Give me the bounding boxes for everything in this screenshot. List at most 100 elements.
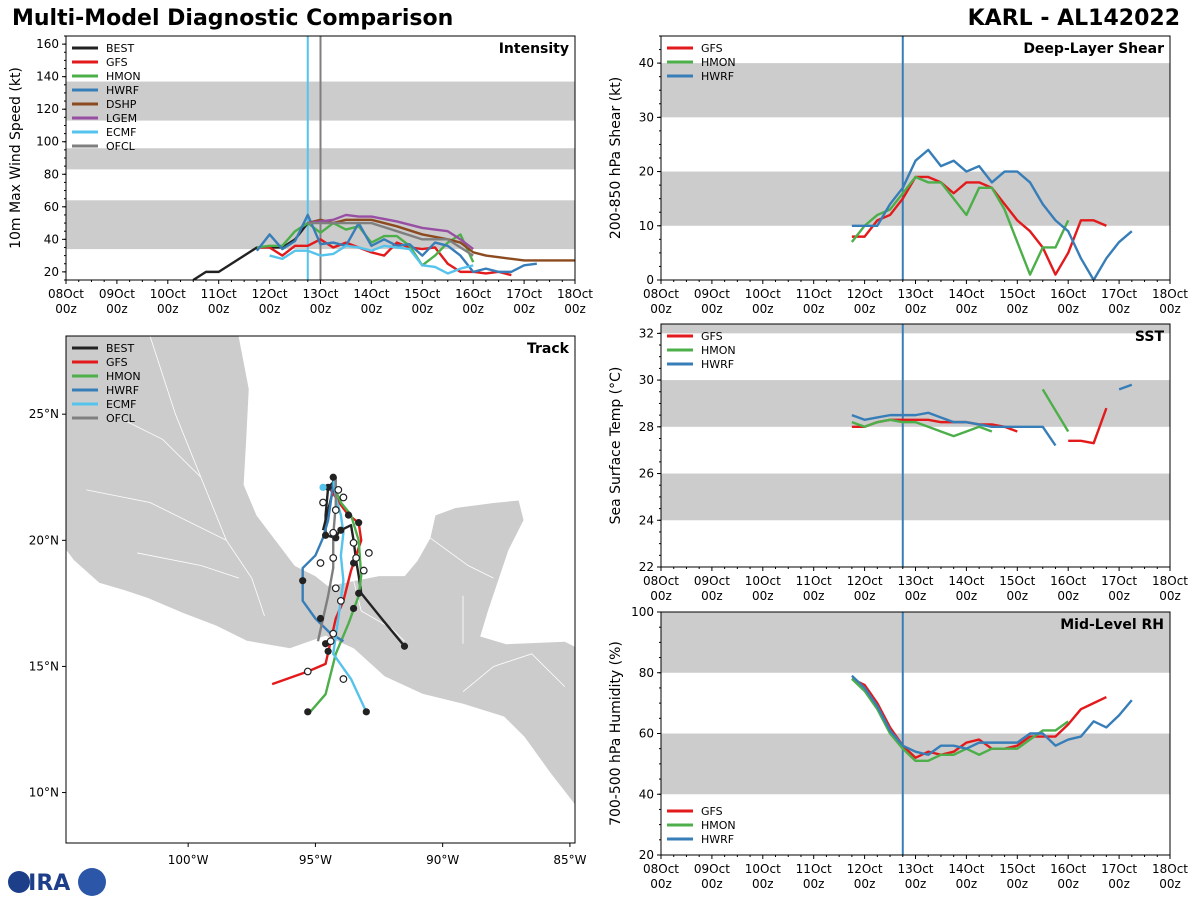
x-tick-sublabel-3: 00z — [803, 589, 825, 603]
sst-panel: 22242628303208Oct00z09Oct00z10Oct00z11Oc… — [608, 323, 1188, 603]
legend-label-hmon: HMON — [701, 819, 736, 832]
x-tick-label-4: 12Oct — [252, 287, 288, 301]
x-tick-sublabel-9: 00z — [513, 302, 535, 316]
y-tick-label-2: 60 — [639, 727, 654, 741]
series-line-hmon-2 — [851, 418, 993, 438]
x-tick-label-2: 10Oct — [745, 862, 781, 876]
panel-title: Track — [527, 341, 570, 357]
x-tick-sublabel-2: 00z — [157, 302, 179, 316]
cira-logo-text: CIRA — [12, 871, 70, 896]
legend-label-best: BEST — [106, 342, 134, 355]
x-tick-label-6: 14Oct — [948, 287, 984, 301]
shaded-band-2 — [661, 324, 1170, 334]
x-tick-label-3: 11Oct — [796, 862, 832, 876]
legend-label-best: BEST — [106, 42, 134, 55]
track-marker-open-3 — [331, 506, 340, 514]
series-line-gfs-1 — [256, 238, 512, 277]
y-tick-label-3: 28 — [639, 420, 654, 434]
x-tick-label-10: 18Oct — [1152, 574, 1188, 588]
x-tick-label-8: 16Oct — [1050, 862, 1086, 876]
legend-label-hmon: HMON — [106, 370, 141, 383]
x-tick-sublabel-9: 00z — [1108, 589, 1130, 603]
legend-label-hmon: HMON — [701, 56, 736, 69]
x-tick-sublabel-6: 00z — [361, 302, 383, 316]
x-tick-sublabel-2: 00z — [752, 589, 774, 603]
track-marker-filled-4 — [337, 526, 345, 534]
x-tick-sublabel-0: 00z — [650, 877, 672, 891]
x-tick-label-1: 09Oct — [694, 862, 730, 876]
series-group — [851, 674, 1133, 763]
track-marker-open-11 — [331, 584, 340, 593]
land-mass — [65, 335, 576, 807]
track-marker-filled-5 — [344, 511, 353, 519]
series-line-hmon-3 — [1041, 388, 1070, 433]
x-tick-label-1: 09Oct — [99, 287, 135, 301]
series-line-ofcl-7 — [307, 221, 474, 257]
track-marker-filled-9 — [355, 589, 363, 597]
y-tick-label-0: 0 — [646, 273, 654, 287]
x-tick-label-0: 08Oct — [48, 287, 84, 301]
x-tick-sublabel-8: 00z — [1057, 589, 1079, 603]
x-tick-label-0: 100°W — [168, 853, 209, 867]
x-tick-sublabel-4: 00z — [854, 302, 876, 316]
x-tick-label-10: 18Oct — [557, 287, 593, 301]
y-tick-label-1: 40 — [639, 787, 654, 801]
x-tick-sublabel-7: 00z — [412, 302, 434, 316]
x-tick-sublabel-5: 00z — [310, 302, 332, 316]
series-line-hwrf-4 — [301, 482, 345, 643]
y-tick-label-2: 60 — [44, 200, 59, 214]
legend-label-dshp: DSHP — [106, 98, 137, 111]
x-tick-label-5: 13Oct — [302, 287, 338, 301]
x-tick-sublabel-0: 00z — [650, 302, 672, 316]
series-line-hmon-3 — [309, 484, 363, 713]
x-tick-label-3: 11Oct — [796, 574, 832, 588]
x-tick-label-8: 16Oct — [455, 287, 491, 301]
x-tick-label-0: 08Oct — [643, 287, 679, 301]
track-marker-open-8 — [329, 554, 338, 562]
y-tick-label-5: 120 — [36, 102, 59, 116]
state-border-7 — [462, 653, 566, 692]
series-line-gfs-0 — [851, 175, 1107, 276]
shaded-band-0 — [661, 733, 1170, 795]
x-tick-label-9: 17Oct — [1101, 287, 1137, 301]
x-tick-label-2: 10Oct — [150, 287, 186, 301]
y-tick-label-4: 100 — [631, 605, 654, 619]
state-border-2 — [86, 489, 265, 617]
x-tick-label-2: 10Oct — [745, 287, 781, 301]
x-tick-label-6: 14Oct — [948, 574, 984, 588]
x-tick-label-3: 11Oct — [201, 287, 237, 301]
series-group — [271, 473, 409, 716]
state-border-3 — [137, 552, 240, 579]
shaded-band-0 — [661, 473, 1170, 521]
x-tick-sublabel-10: 00z — [564, 302, 586, 316]
track-marker-filled-14 — [400, 642, 409, 650]
legend-label-hwrf: HWRF — [701, 70, 734, 83]
cira-logo: CIRA — [8, 868, 106, 896]
x-tick-label-1: 95°W — [299, 853, 332, 867]
track-marker-open-9 — [316, 559, 325, 567]
track-marker-filled-0 — [329, 473, 337, 481]
y-tick-label-1: 15°N — [29, 659, 59, 673]
track-marker-filled-11 — [316, 614, 325, 623]
y-axis-label: 200-850 hPa Shear (kt) — [608, 77, 624, 239]
plot-area — [661, 324, 1170, 567]
x-tick-label-8: 16Oct — [1050, 287, 1086, 301]
series-line-hwrf-5 — [1118, 383, 1133, 391]
series-line-hwrf-3 — [255, 213, 537, 274]
track-marker-filled-6 — [355, 519, 363, 527]
x-tick-sublabel-8: 00z — [462, 302, 484, 316]
x-tick-label-8: 16Oct — [1050, 574, 1086, 588]
x-tick-sublabel-2: 00z — [752, 302, 774, 316]
x-tick-sublabel-1: 00z — [701, 877, 723, 891]
x-tick-sublabel-0: 00z — [55, 302, 77, 316]
x-tick-label-4: 12Oct — [847, 574, 883, 588]
x-tick-label-7: 15Oct — [999, 574, 1035, 588]
panel-title: SST — [1135, 329, 1165, 345]
shaded-band-1 — [661, 612, 1170, 673]
x-tick-sublabel-4: 00z — [854, 877, 876, 891]
x-tick-label-2: 90°W — [426, 853, 459, 867]
y-tick-label-5: 32 — [639, 326, 654, 340]
legend-label-hwrf: HWRF — [106, 384, 139, 397]
track-marker-open-5 — [349, 538, 358, 547]
y-tick-label-1: 10 — [639, 219, 654, 233]
